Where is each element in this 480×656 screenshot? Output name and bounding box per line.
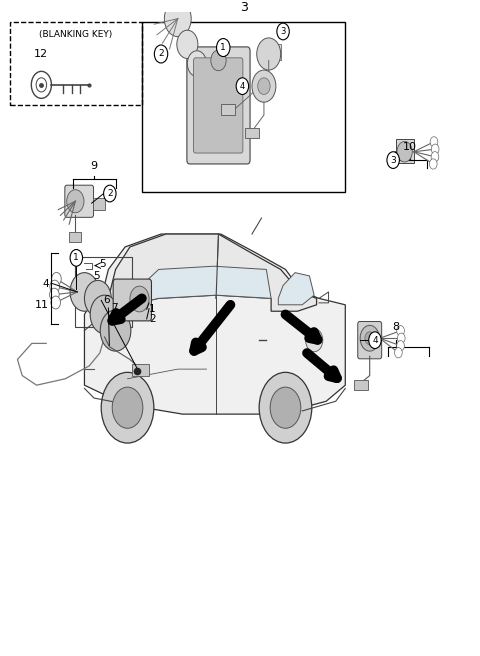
Circle shape <box>369 332 381 348</box>
Circle shape <box>31 72 51 98</box>
Circle shape <box>395 348 402 358</box>
Circle shape <box>397 142 412 162</box>
Circle shape <box>70 249 83 266</box>
Text: (BLANKING KEY): (BLANKING KEY) <box>39 30 113 39</box>
Text: 4: 4 <box>372 336 378 344</box>
Circle shape <box>211 50 226 71</box>
Text: 2: 2 <box>149 314 156 324</box>
Text: 1: 1 <box>220 43 226 52</box>
Circle shape <box>84 280 111 316</box>
Circle shape <box>259 373 312 443</box>
Circle shape <box>36 78 47 92</box>
Circle shape <box>365 332 374 344</box>
Polygon shape <box>104 234 317 311</box>
Circle shape <box>277 23 289 40</box>
Text: 8: 8 <box>392 323 399 333</box>
Circle shape <box>70 273 99 311</box>
Circle shape <box>100 310 131 351</box>
Circle shape <box>49 288 59 301</box>
Text: 12: 12 <box>34 49 48 59</box>
Circle shape <box>270 387 301 428</box>
Text: 2: 2 <box>158 49 164 58</box>
Circle shape <box>431 152 439 162</box>
Circle shape <box>164 1 191 37</box>
Text: 4: 4 <box>240 81 245 91</box>
Polygon shape <box>278 273 314 305</box>
FancyBboxPatch shape <box>187 47 250 164</box>
FancyBboxPatch shape <box>259 45 281 60</box>
Text: 9: 9 <box>90 161 97 171</box>
Text: 11: 11 <box>35 300 48 310</box>
Circle shape <box>130 286 149 312</box>
FancyBboxPatch shape <box>354 380 368 390</box>
Circle shape <box>101 373 154 443</box>
Circle shape <box>306 329 323 352</box>
FancyBboxPatch shape <box>358 321 382 359</box>
FancyBboxPatch shape <box>396 139 414 163</box>
Polygon shape <box>84 234 345 414</box>
Text: 3: 3 <box>240 1 248 14</box>
FancyBboxPatch shape <box>65 185 94 217</box>
Circle shape <box>397 325 404 336</box>
Text: 3: 3 <box>390 155 396 165</box>
Circle shape <box>360 325 379 351</box>
Text: 10: 10 <box>403 142 417 152</box>
Circle shape <box>177 30 198 58</box>
Circle shape <box>236 78 249 94</box>
Circle shape <box>397 333 405 343</box>
Circle shape <box>430 159 437 169</box>
FancyBboxPatch shape <box>132 364 149 375</box>
Circle shape <box>216 39 230 56</box>
Circle shape <box>50 280 60 293</box>
Text: 1: 1 <box>73 253 79 262</box>
Circle shape <box>257 38 281 70</box>
Circle shape <box>430 136 438 147</box>
Text: 5: 5 <box>93 271 100 281</box>
Text: 2: 2 <box>107 189 113 198</box>
FancyBboxPatch shape <box>245 128 259 138</box>
FancyBboxPatch shape <box>113 279 152 321</box>
FancyBboxPatch shape <box>193 58 243 153</box>
FancyBboxPatch shape <box>93 198 105 210</box>
FancyBboxPatch shape <box>221 104 235 115</box>
Circle shape <box>90 295 119 334</box>
Polygon shape <box>130 266 271 305</box>
Text: 3: 3 <box>280 27 286 36</box>
Circle shape <box>67 190 84 213</box>
Circle shape <box>51 296 60 309</box>
Circle shape <box>52 272 61 285</box>
Circle shape <box>397 340 404 351</box>
Text: 1: 1 <box>149 304 156 314</box>
Text: 4: 4 <box>43 279 49 289</box>
Text: 5: 5 <box>99 259 106 269</box>
Circle shape <box>387 152 399 169</box>
FancyBboxPatch shape <box>69 232 81 242</box>
Circle shape <box>104 185 116 202</box>
Circle shape <box>432 144 439 154</box>
Circle shape <box>112 387 143 428</box>
Circle shape <box>252 70 276 102</box>
Text: 6: 6 <box>104 295 110 305</box>
Circle shape <box>258 78 270 94</box>
Circle shape <box>187 51 206 77</box>
Text: 7: 7 <box>111 303 118 313</box>
Circle shape <box>155 45 168 63</box>
